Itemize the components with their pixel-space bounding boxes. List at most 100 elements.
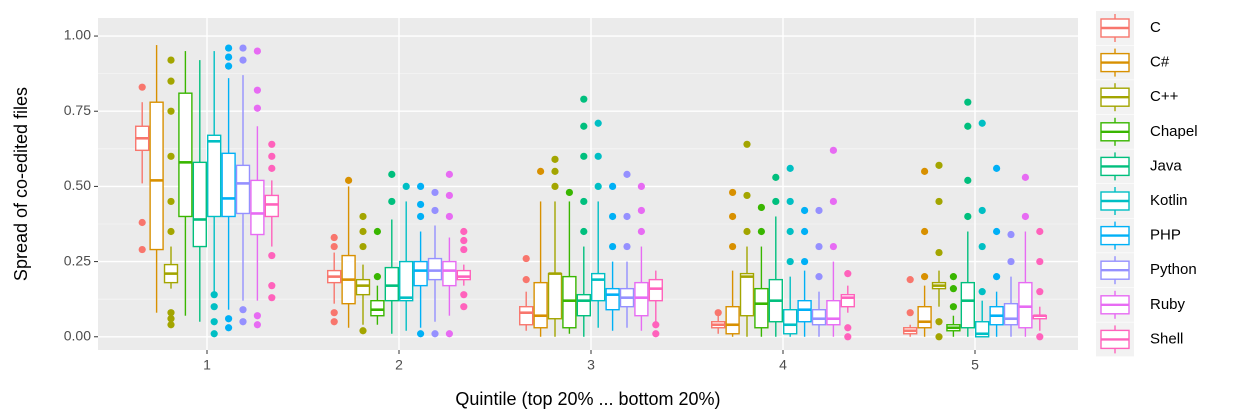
box [384, 266, 399, 302]
box [355, 278, 371, 296]
outlier [594, 182, 602, 191]
outlier [964, 122, 972, 130]
outlier [431, 188, 439, 197]
outlier [729, 188, 737, 197]
legend-label: C++ [1150, 88, 1179, 105]
box [413, 260, 428, 287]
outlier [580, 152, 588, 160]
box [235, 164, 251, 215]
outlier [594, 152, 602, 160]
box [427, 257, 443, 281]
outlier [729, 242, 737, 251]
outlier [522, 276, 530, 284]
outlier [801, 257, 809, 266]
outlier [445, 170, 453, 178]
outlier [167, 77, 175, 85]
legend-label: Kotlin [1150, 192, 1188, 209]
outlier [829, 146, 838, 154]
outlier [714, 309, 722, 317]
x-tick-label: 1 [203, 357, 211, 373]
outlier [239, 56, 247, 64]
box [783, 309, 798, 335]
legend-label: Shell [1150, 330, 1183, 347]
outlier [460, 303, 468, 311]
legend-label: Python [1150, 261, 1197, 278]
outlier [537, 167, 545, 175]
box [456, 269, 471, 281]
outlier [757, 203, 766, 212]
outlier [268, 140, 276, 148]
outlier [1036, 288, 1044, 296]
box [399, 260, 414, 302]
outlier [978, 242, 986, 251]
outlier [921, 227, 929, 236]
outlier [935, 318, 943, 326]
outlier [623, 212, 631, 221]
outlier [167, 227, 175, 236]
outlier [1007, 257, 1015, 266]
outlier [388, 170, 396, 178]
box [1018, 281, 1033, 329]
outlier [522, 254, 530, 263]
box [442, 260, 457, 287]
outlier [743, 140, 751, 148]
x-tick-label: 4 [779, 357, 787, 373]
box [826, 299, 841, 326]
box [1003, 302, 1019, 326]
outlier [359, 242, 367, 251]
outlier [921, 167, 929, 175]
outlier [210, 303, 218, 311]
outlier [949, 273, 958, 281]
outlier [330, 242, 338, 251]
box [576, 293, 591, 317]
outlier [1021, 212, 1029, 221]
outlier [460, 291, 468, 299]
outlier [623, 170, 631, 178]
outlier [431, 330, 439, 338]
outlier [417, 200, 425, 209]
box [370, 299, 385, 317]
outlier [580, 227, 588, 236]
outlier [373, 273, 381, 281]
outlier [609, 212, 617, 221]
outlier [921, 273, 929, 281]
outlier [359, 327, 367, 335]
outlier [417, 212, 425, 221]
box [960, 281, 975, 329]
outlier [1036, 227, 1044, 236]
outlier [239, 44, 247, 52]
outlier [1036, 333, 1044, 341]
legend-label: PHP [1150, 227, 1181, 244]
outlier [268, 164, 276, 172]
outlier [652, 330, 660, 338]
outlier [964, 176, 972, 184]
outlier [239, 306, 247, 314]
outlier [580, 122, 588, 130]
y-tick-label: 0.50 [64, 177, 91, 193]
outlier [330, 318, 338, 326]
outlier [167, 152, 175, 160]
outlier [167, 315, 175, 323]
outlier [652, 321, 660, 329]
box [533, 281, 548, 329]
outlier [402, 182, 410, 191]
outlier [978, 119, 986, 127]
box [562, 275, 577, 329]
outlier [906, 276, 914, 284]
outlier [609, 242, 617, 251]
box [149, 101, 164, 251]
outlier [815, 206, 823, 215]
legend-label: Java [1150, 157, 1182, 174]
outlier [417, 182, 425, 191]
x-axis-title: Quintile (top 20% ... bottom 20%) [455, 389, 720, 409]
outlier [580, 197, 588, 206]
outlier [330, 309, 338, 317]
outlier [815, 273, 823, 281]
outlier [978, 288, 986, 296]
outlier [772, 173, 780, 181]
outlier [637, 227, 646, 236]
outlier [729, 212, 737, 221]
box [591, 272, 606, 302]
outlier [609, 182, 617, 191]
